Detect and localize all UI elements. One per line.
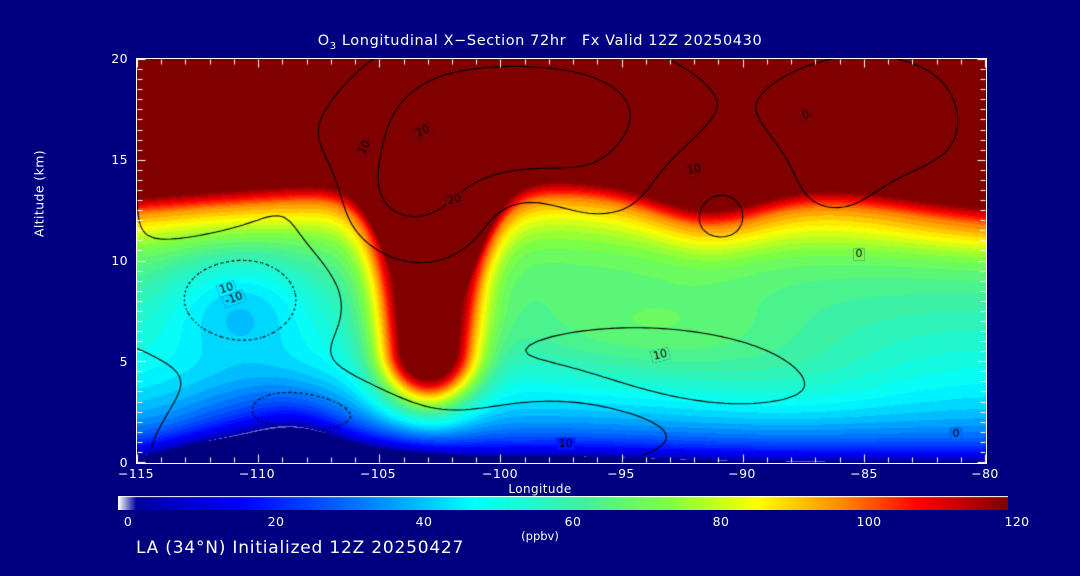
y-axis-title: Altitude (km) bbox=[31, 149, 47, 238]
y-tick-label-0: 0 bbox=[119, 455, 128, 470]
x-tick-label-115: −115 bbox=[118, 466, 154, 481]
y-tick-label-20: 20 bbox=[111, 51, 128, 66]
title-subscript: 3 bbox=[329, 40, 337, 52]
colorbar-tick-40: 40 bbox=[415, 514, 433, 529]
y-tick-label-5: 5 bbox=[119, 354, 128, 369]
title-species: O bbox=[317, 33, 330, 49]
ozone-cross-section-heatmap bbox=[137, 59, 986, 463]
colorbar-tick-20: 20 bbox=[267, 514, 285, 529]
x-tick-label-95: −95 bbox=[607, 466, 635, 481]
y-tick-label-15: 15 bbox=[111, 152, 128, 167]
footer-caption: LA (34°N) Initialized 12Z 20250427 bbox=[136, 538, 465, 558]
colorbar-tick-0: 0 bbox=[123, 514, 133, 529]
x-tick-label-110: −110 bbox=[239, 466, 275, 481]
x-tick-label-105: −105 bbox=[360, 466, 396, 481]
colorbar-tick-100: 100 bbox=[856, 514, 882, 529]
colorbar-tick-120: 120 bbox=[1004, 514, 1030, 529]
page-title: O3 Longitudinal X−Section 72hr Fx Valid … bbox=[0, 33, 1080, 52]
plot-area bbox=[136, 58, 987, 464]
x-axis-title: Longitude bbox=[508, 482, 572, 496]
colorbar bbox=[118, 496, 1008, 510]
x-tick-label-90: −90 bbox=[728, 466, 756, 481]
x-tick-label-80: −80 bbox=[971, 466, 999, 481]
colorbar-gradient bbox=[118, 496, 1008, 510]
x-tick-label-100: −100 bbox=[482, 466, 518, 481]
y-tick-label-10: 10 bbox=[111, 253, 128, 268]
colorbar-tick-80: 80 bbox=[712, 514, 730, 529]
colorbar-units-label: (ppbv) bbox=[521, 529, 559, 543]
x-tick-label-85: −85 bbox=[850, 466, 878, 481]
title-rest: Longitudinal X−Section 72hr Fx Valid 12Z… bbox=[336, 33, 763, 49]
colorbar-tick-60: 60 bbox=[564, 514, 582, 529]
